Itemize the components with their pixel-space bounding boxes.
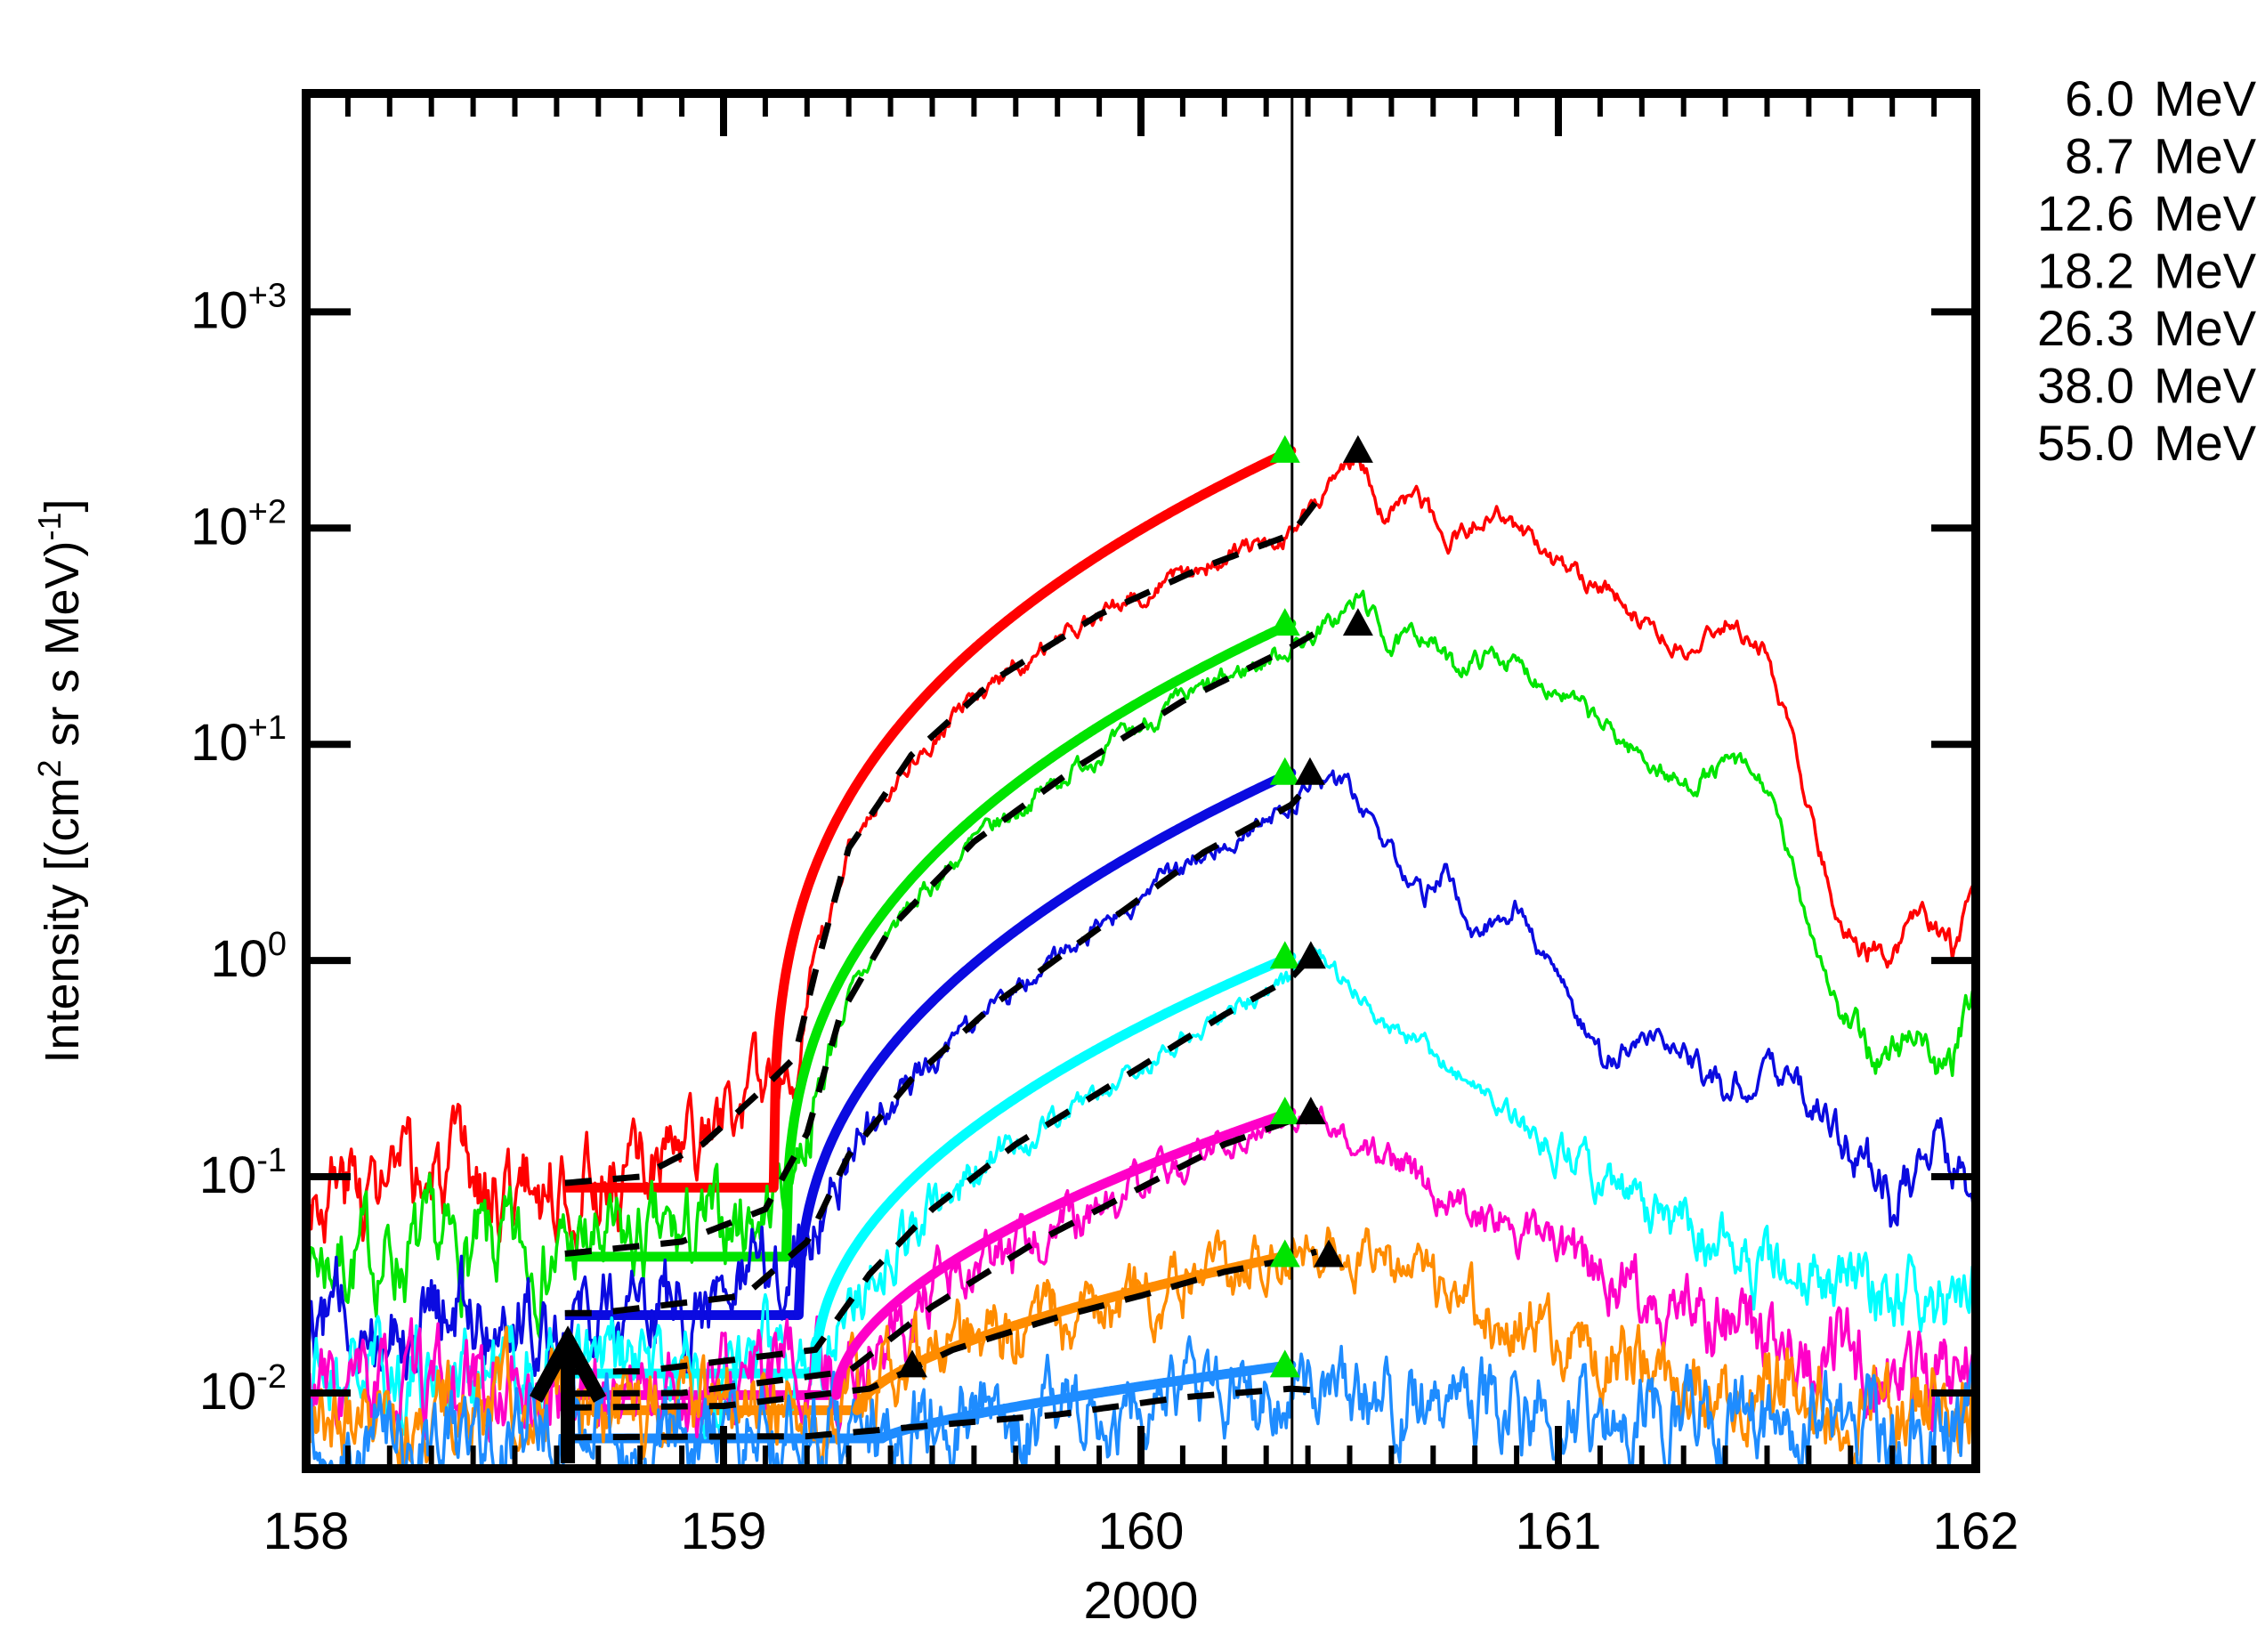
x-tick-label: 161 — [1516, 1502, 1602, 1560]
legend-energy-unit: MeV — [2154, 358, 2257, 414]
model-dashed-curve-55.0 MeV — [564, 1385, 1317, 1441]
fit-peak-triangle-38.0 MeV — [1269, 1239, 1300, 1267]
fit-peak-triangle-6.0 MeV — [1269, 434, 1300, 463]
fit-peak-triangle-12.6 MeV — [1269, 757, 1300, 785]
plot-area — [306, 93, 1976, 1469]
fit-curve-6.0 MeV — [768, 445, 1297, 1193]
model-dashed-curve-18.2 MeV — [564, 952, 1318, 1375]
model-dashed-curve-8.7 MeV — [564, 629, 1318, 1257]
legend-energy-value: 38.0 — [2037, 358, 2134, 414]
fit-peak-triangle-18.2 MeV — [1269, 941, 1300, 969]
fit-peak-triangle-55.0 MeV — [1269, 1349, 1300, 1378]
model-dashed-curve-38.0 MeV — [564, 1248, 1317, 1411]
y-tick-label: 10-2 — [199, 1358, 287, 1421]
x-tick-label: 162 — [1933, 1502, 2019, 1560]
legend-energy-unit: MeV — [2154, 70, 2257, 126]
observed-peak-triangle-8.7 MeV — [1342, 608, 1373, 636]
legend-energy-unit: MeV — [2154, 128, 2257, 184]
fit-curve-26.3 MeV — [831, 1107, 1297, 1400]
legend-energy-value: 6.0 — [2065, 70, 2134, 126]
y-tick-label: 10+2 — [190, 493, 287, 555]
y-tick-label: 100 — [210, 926, 287, 988]
data-curve-6.0 MeV — [306, 453, 1976, 1254]
legend-energy-unit: MeV — [2154, 415, 2257, 471]
model-dashed-curve-6.0 MeV — [564, 499, 1319, 1186]
x-tick-label: 158 — [263, 1502, 350, 1560]
y-tick-label: 10+3 — [190, 277, 287, 339]
observed-peak-triangle-38.0 MeV — [1314, 1239, 1345, 1267]
data-curve-18.2 MeV — [306, 946, 1976, 1440]
x-tick-label: 159 — [681, 1502, 767, 1560]
x-axis-title: 2000 — [1083, 1572, 1198, 1630]
observed-peak-triangle-6.0 MeV — [1342, 434, 1373, 463]
onset-arrow-icon — [530, 1325, 607, 1463]
legend-energy-unit: MeV — [2154, 185, 2257, 241]
axes: 158 159 160 161 162 10+3 10+2 10+1 100 10-1 10-2 20… — [31, 89, 2019, 1630]
fit-curve-12.6 MeV — [793, 767, 1297, 1320]
fit-curve-18.2 MeV — [810, 952, 1297, 1379]
observed-peak-triangle-55.0 MeV — [896, 1349, 927, 1378]
fit-peak-triangle-26.3 MeV — [1269, 1097, 1300, 1125]
legend-energy-value: 26.3 — [2037, 300, 2134, 356]
data-curve-12.6 MeV — [306, 769, 1976, 1381]
legend-energy-value: 8.7 — [2065, 128, 2134, 184]
observed-peak-triangle-12.6 MeV — [1294, 757, 1325, 785]
observed-peak-triangle-26.3 MeV — [1295, 1097, 1326, 1125]
legend-energy-unit: MeV — [2154, 243, 2257, 299]
legend-energy-value: 18.2 — [2037, 243, 2134, 299]
legend-energy-value: 55.0 — [2037, 415, 2134, 471]
fit-peak-triangle-8.7 MeV — [1269, 608, 1300, 636]
fit-curve-8.7 MeV — [781, 619, 1297, 1262]
x-tick-label: 160 — [1098, 1502, 1185, 1560]
y-tick-label: 10+1 — [190, 709, 287, 772]
legend-energy-value: 12.6 — [2037, 185, 2134, 241]
legend: 6.0 MeV 8.7 MeV 12.6 MeV 18.2 MeV 26.3 MeV 38.0 MeV… — [2037, 70, 2257, 471]
y-axis-title: Intensity [(cm2 sr s MeV)-1] — [31, 498, 89, 1063]
fit-curve-55.0 MeV — [877, 1360, 1297, 1444]
legend-energy-unit: MeV — [2154, 300, 2257, 356]
observed-peak-triangle-18.2 MeV — [1295, 941, 1326, 969]
model-dashed-curve-12.6 MeV — [564, 774, 1319, 1316]
y-tick-label: 10-1 — [199, 1142, 287, 1204]
model-dashed-curve-26.3 MeV — [564, 1104, 1319, 1397]
